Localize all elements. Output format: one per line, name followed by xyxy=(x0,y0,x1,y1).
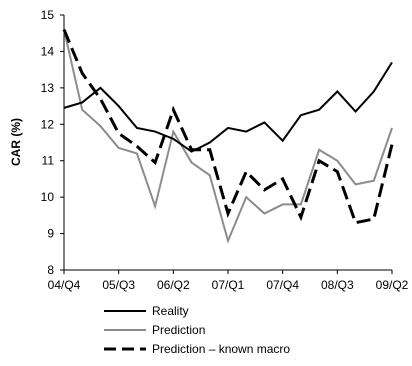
y-tick-label: 9 xyxy=(47,227,54,241)
x-tick-label: 04/Q4 xyxy=(48,278,81,292)
y-tick-label: 12 xyxy=(41,117,55,131)
series-layer xyxy=(62,28,394,244)
y-axis-title: CAR (%) xyxy=(9,118,23,166)
y-tick-label: 8 xyxy=(47,263,54,277)
x-tick-label: 06/Q2 xyxy=(157,278,190,292)
y-tick-label: 15 xyxy=(41,8,55,22)
x-tick-label: 07/Q1 xyxy=(212,278,245,292)
y-tick-label: 10 xyxy=(41,190,55,204)
legend-label: Prediction – known macro xyxy=(152,342,290,356)
legend-label: Reality xyxy=(152,304,189,318)
x-tick-label: 08/Q3 xyxy=(321,278,354,292)
plot-area: 8 9 10 11 12 13 14 15 04/Q4 05/Q3 06/Q2 07/Q1 07/Q4… xyxy=(41,8,409,292)
x-axis-ticks: 04/Q4 05/Q3 06/Q2 07/Q1 07/Q4 08/Q3 09/Q2 xyxy=(48,270,409,292)
x-tick-label: 09/Q2 xyxy=(376,278,409,292)
series-line-reality xyxy=(63,61,393,153)
series-line-prediction xyxy=(63,29,393,244)
y-tick-label: 13 xyxy=(41,81,55,95)
legend-label: Prediction xyxy=(152,323,205,337)
series-line-prediction-known-macro xyxy=(62,28,394,225)
legend: Reality Prediction Prediction – known macr… xyxy=(104,304,290,356)
x-tick-label: 05/Q3 xyxy=(102,278,135,292)
y-tick-label: 14 xyxy=(41,44,55,58)
y-axis-ticks: 8 9 10 11 12 13 14 15 xyxy=(41,8,64,277)
x-tick-label: 07/Q4 xyxy=(266,278,299,292)
y-tick-label: 11 xyxy=(42,154,55,168)
